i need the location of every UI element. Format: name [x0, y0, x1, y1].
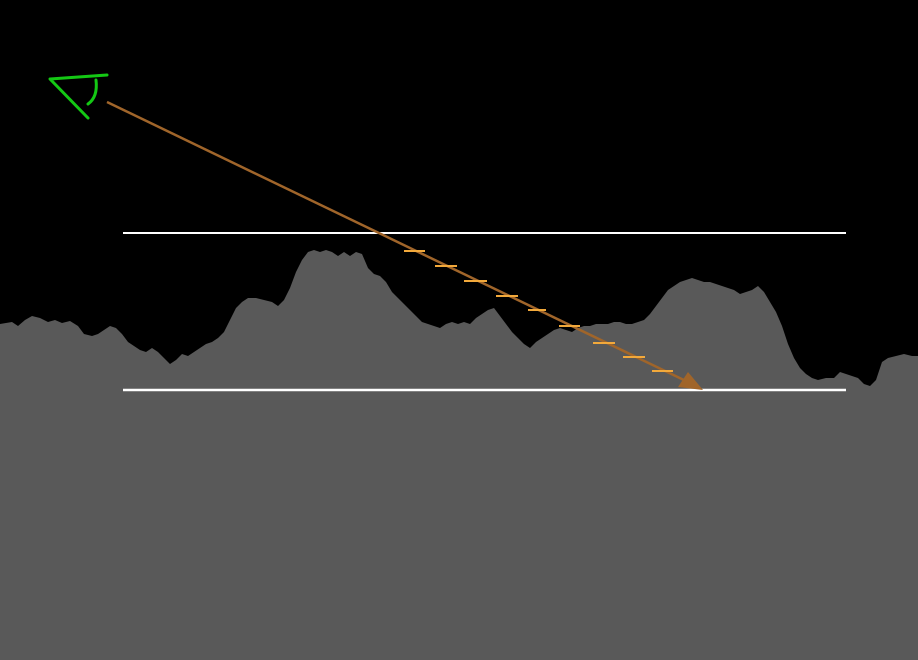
eye-viewer-icon — [48, 73, 109, 120]
arrowhead-icon — [678, 372, 703, 390]
view-ray — [106, 100, 689, 384]
terrain-heightfield — [0, 250, 918, 660]
step-markers — [404, 250, 673, 372]
